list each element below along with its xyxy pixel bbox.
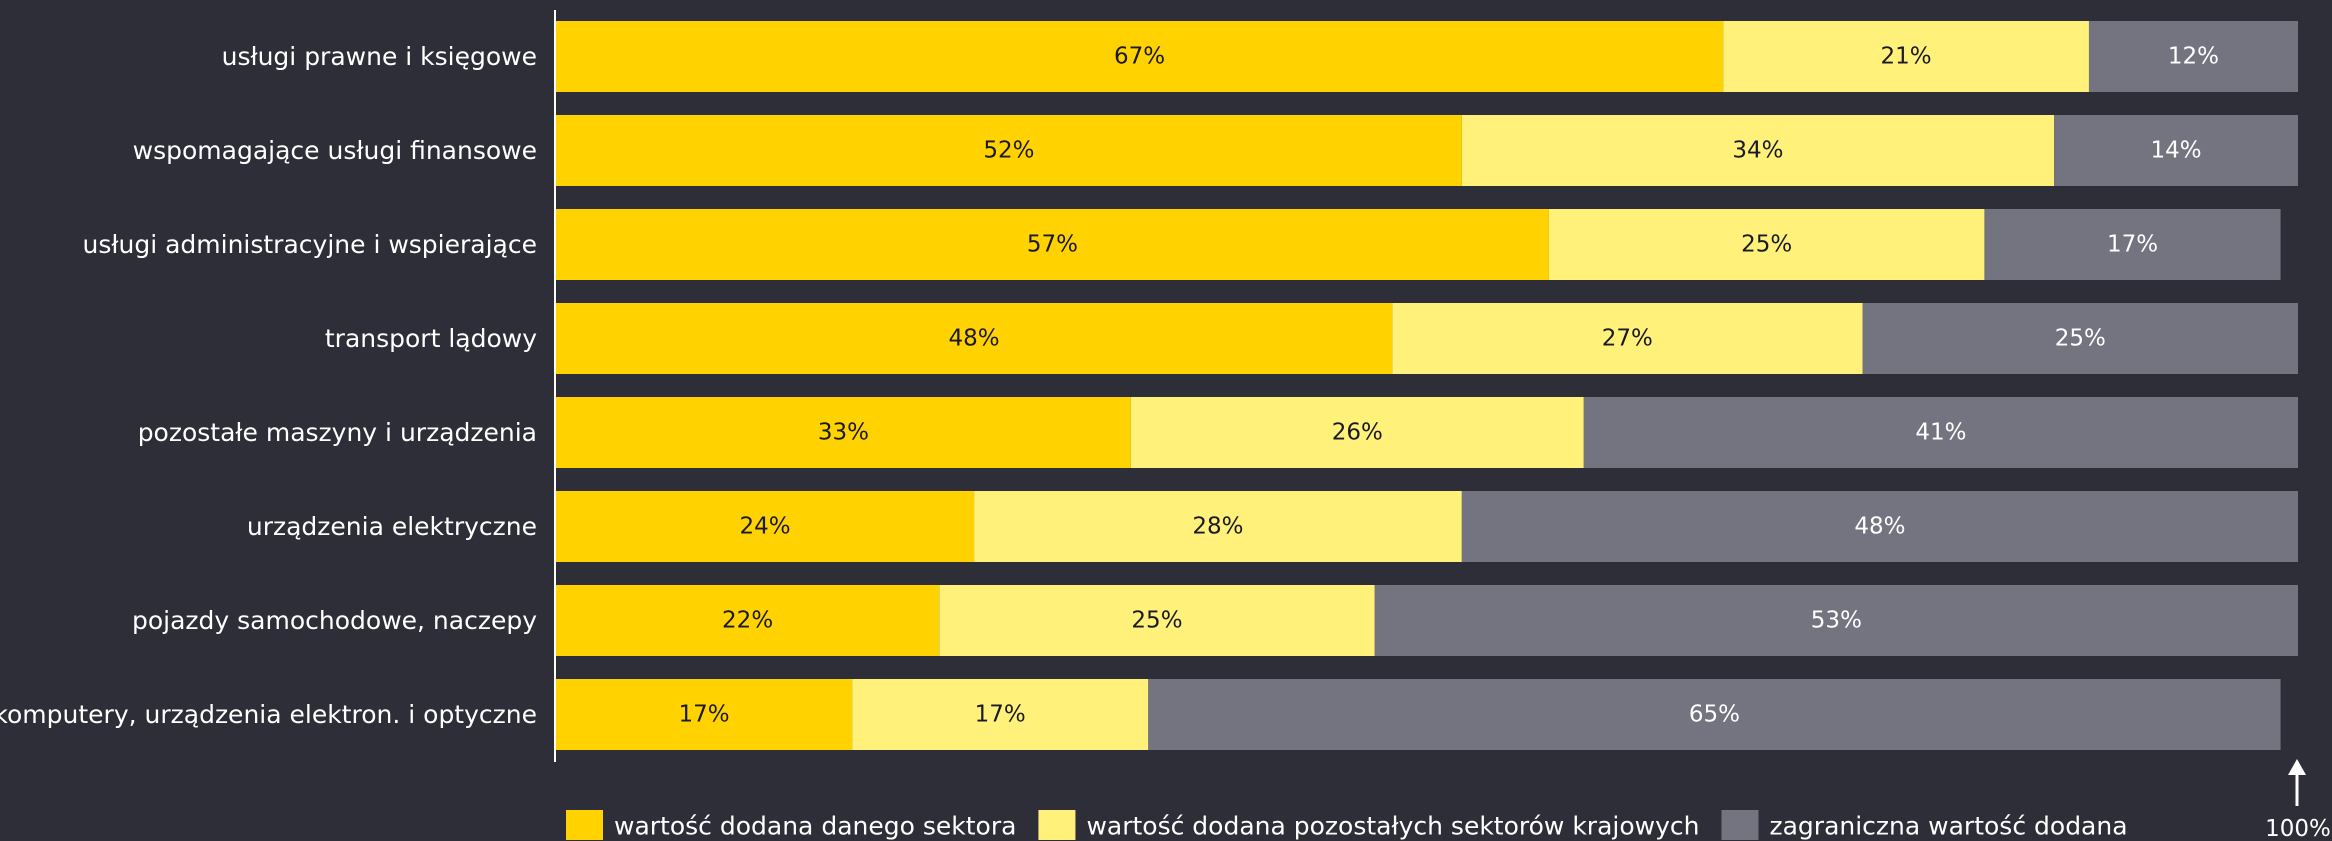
data-label: 21% bbox=[1880, 44, 1931, 70]
data-label: 67% bbox=[1114, 44, 1165, 70]
bar-segment bbox=[556, 397, 1131, 468]
data-label: 48% bbox=[1854, 514, 1905, 540]
bar-segment bbox=[556, 679, 853, 750]
bar-segment bbox=[939, 585, 1375, 656]
data-label: 65% bbox=[1689, 702, 1740, 728]
bar-segment bbox=[556, 21, 1724, 92]
data-label: 34% bbox=[1732, 138, 1783, 164]
data-label: 52% bbox=[983, 138, 1034, 164]
category-label: pojazdy samochodowe, naczepy bbox=[132, 606, 537, 635]
category-label: pozostałe maszyny i urządzenia bbox=[138, 418, 537, 447]
legend-label: wartość dodana danego sektora bbox=[614, 812, 1016, 841]
data-label: 48% bbox=[949, 326, 1000, 352]
bar-segment bbox=[556, 491, 975, 562]
bar-segment bbox=[2054, 115, 2298, 186]
category-label: urządzenia elektryczne bbox=[247, 512, 537, 541]
data-label: 25% bbox=[2055, 326, 2106, 352]
bar-segment bbox=[1583, 397, 2298, 468]
bar-segment bbox=[1984, 209, 2281, 280]
category-label: usługi prawne i księgowe bbox=[222, 42, 537, 71]
data-label: 57% bbox=[1027, 232, 1078, 258]
bar-segment bbox=[1374, 585, 2298, 656]
bar-segment bbox=[1461, 115, 2055, 186]
data-label: 17% bbox=[2107, 232, 2158, 258]
legend-label: zagraniczna wartość dodana bbox=[1769, 812, 2127, 841]
data-label: 26% bbox=[1332, 420, 1383, 446]
category-label: transport lądowy bbox=[325, 324, 537, 353]
category-label: wspomagające usługi finansowe bbox=[133, 136, 537, 165]
legend-label: wartość dodana pozostałych sektorów kraj… bbox=[1086, 812, 1699, 841]
data-label: 41% bbox=[1915, 420, 1966, 446]
bar-segment bbox=[974, 491, 1462, 562]
bar-segment bbox=[1461, 491, 2298, 562]
data-label: 24% bbox=[739, 514, 790, 540]
data-label: 27% bbox=[1602, 326, 1653, 352]
bar-segment bbox=[1148, 679, 2281, 750]
category-label: usługi administracyjne i wspierające bbox=[83, 230, 538, 259]
bar-segment bbox=[556, 585, 940, 656]
bar-segment bbox=[2088, 21, 2298, 92]
data-label: 33% bbox=[818, 420, 869, 446]
bar-segment bbox=[556, 115, 1462, 186]
bar-segment bbox=[556, 209, 1549, 280]
bar-segment bbox=[1862, 303, 2298, 374]
up-arrow-icon bbox=[2288, 759, 2306, 775]
data-label: 17% bbox=[679, 702, 730, 728]
data-label: 12% bbox=[2168, 44, 2219, 70]
legend-swatch bbox=[1038, 810, 1076, 840]
bar-segment bbox=[1548, 209, 1985, 280]
category-label: komputery, urządzenia elektron. i optycz… bbox=[0, 700, 537, 729]
legend-swatch bbox=[566, 810, 603, 840]
data-label: 28% bbox=[1192, 514, 1243, 540]
bar-segment bbox=[852, 679, 1149, 750]
data-label: 25% bbox=[1741, 232, 1792, 258]
data-label: 14% bbox=[2150, 138, 2201, 164]
bar-segment bbox=[1723, 21, 2089, 92]
legend-swatch bbox=[1721, 810, 1759, 840]
end-marker-label: 100% bbox=[2265, 816, 2331, 841]
data-label: 17% bbox=[975, 702, 1026, 728]
bar-segment bbox=[1130, 397, 1584, 468]
data-label: 25% bbox=[1131, 608, 1182, 634]
bar-segment bbox=[1392, 303, 1863, 374]
data-label: 22% bbox=[722, 608, 773, 634]
bar-segment bbox=[556, 303, 1393, 374]
data-label: 53% bbox=[1811, 608, 1862, 634]
